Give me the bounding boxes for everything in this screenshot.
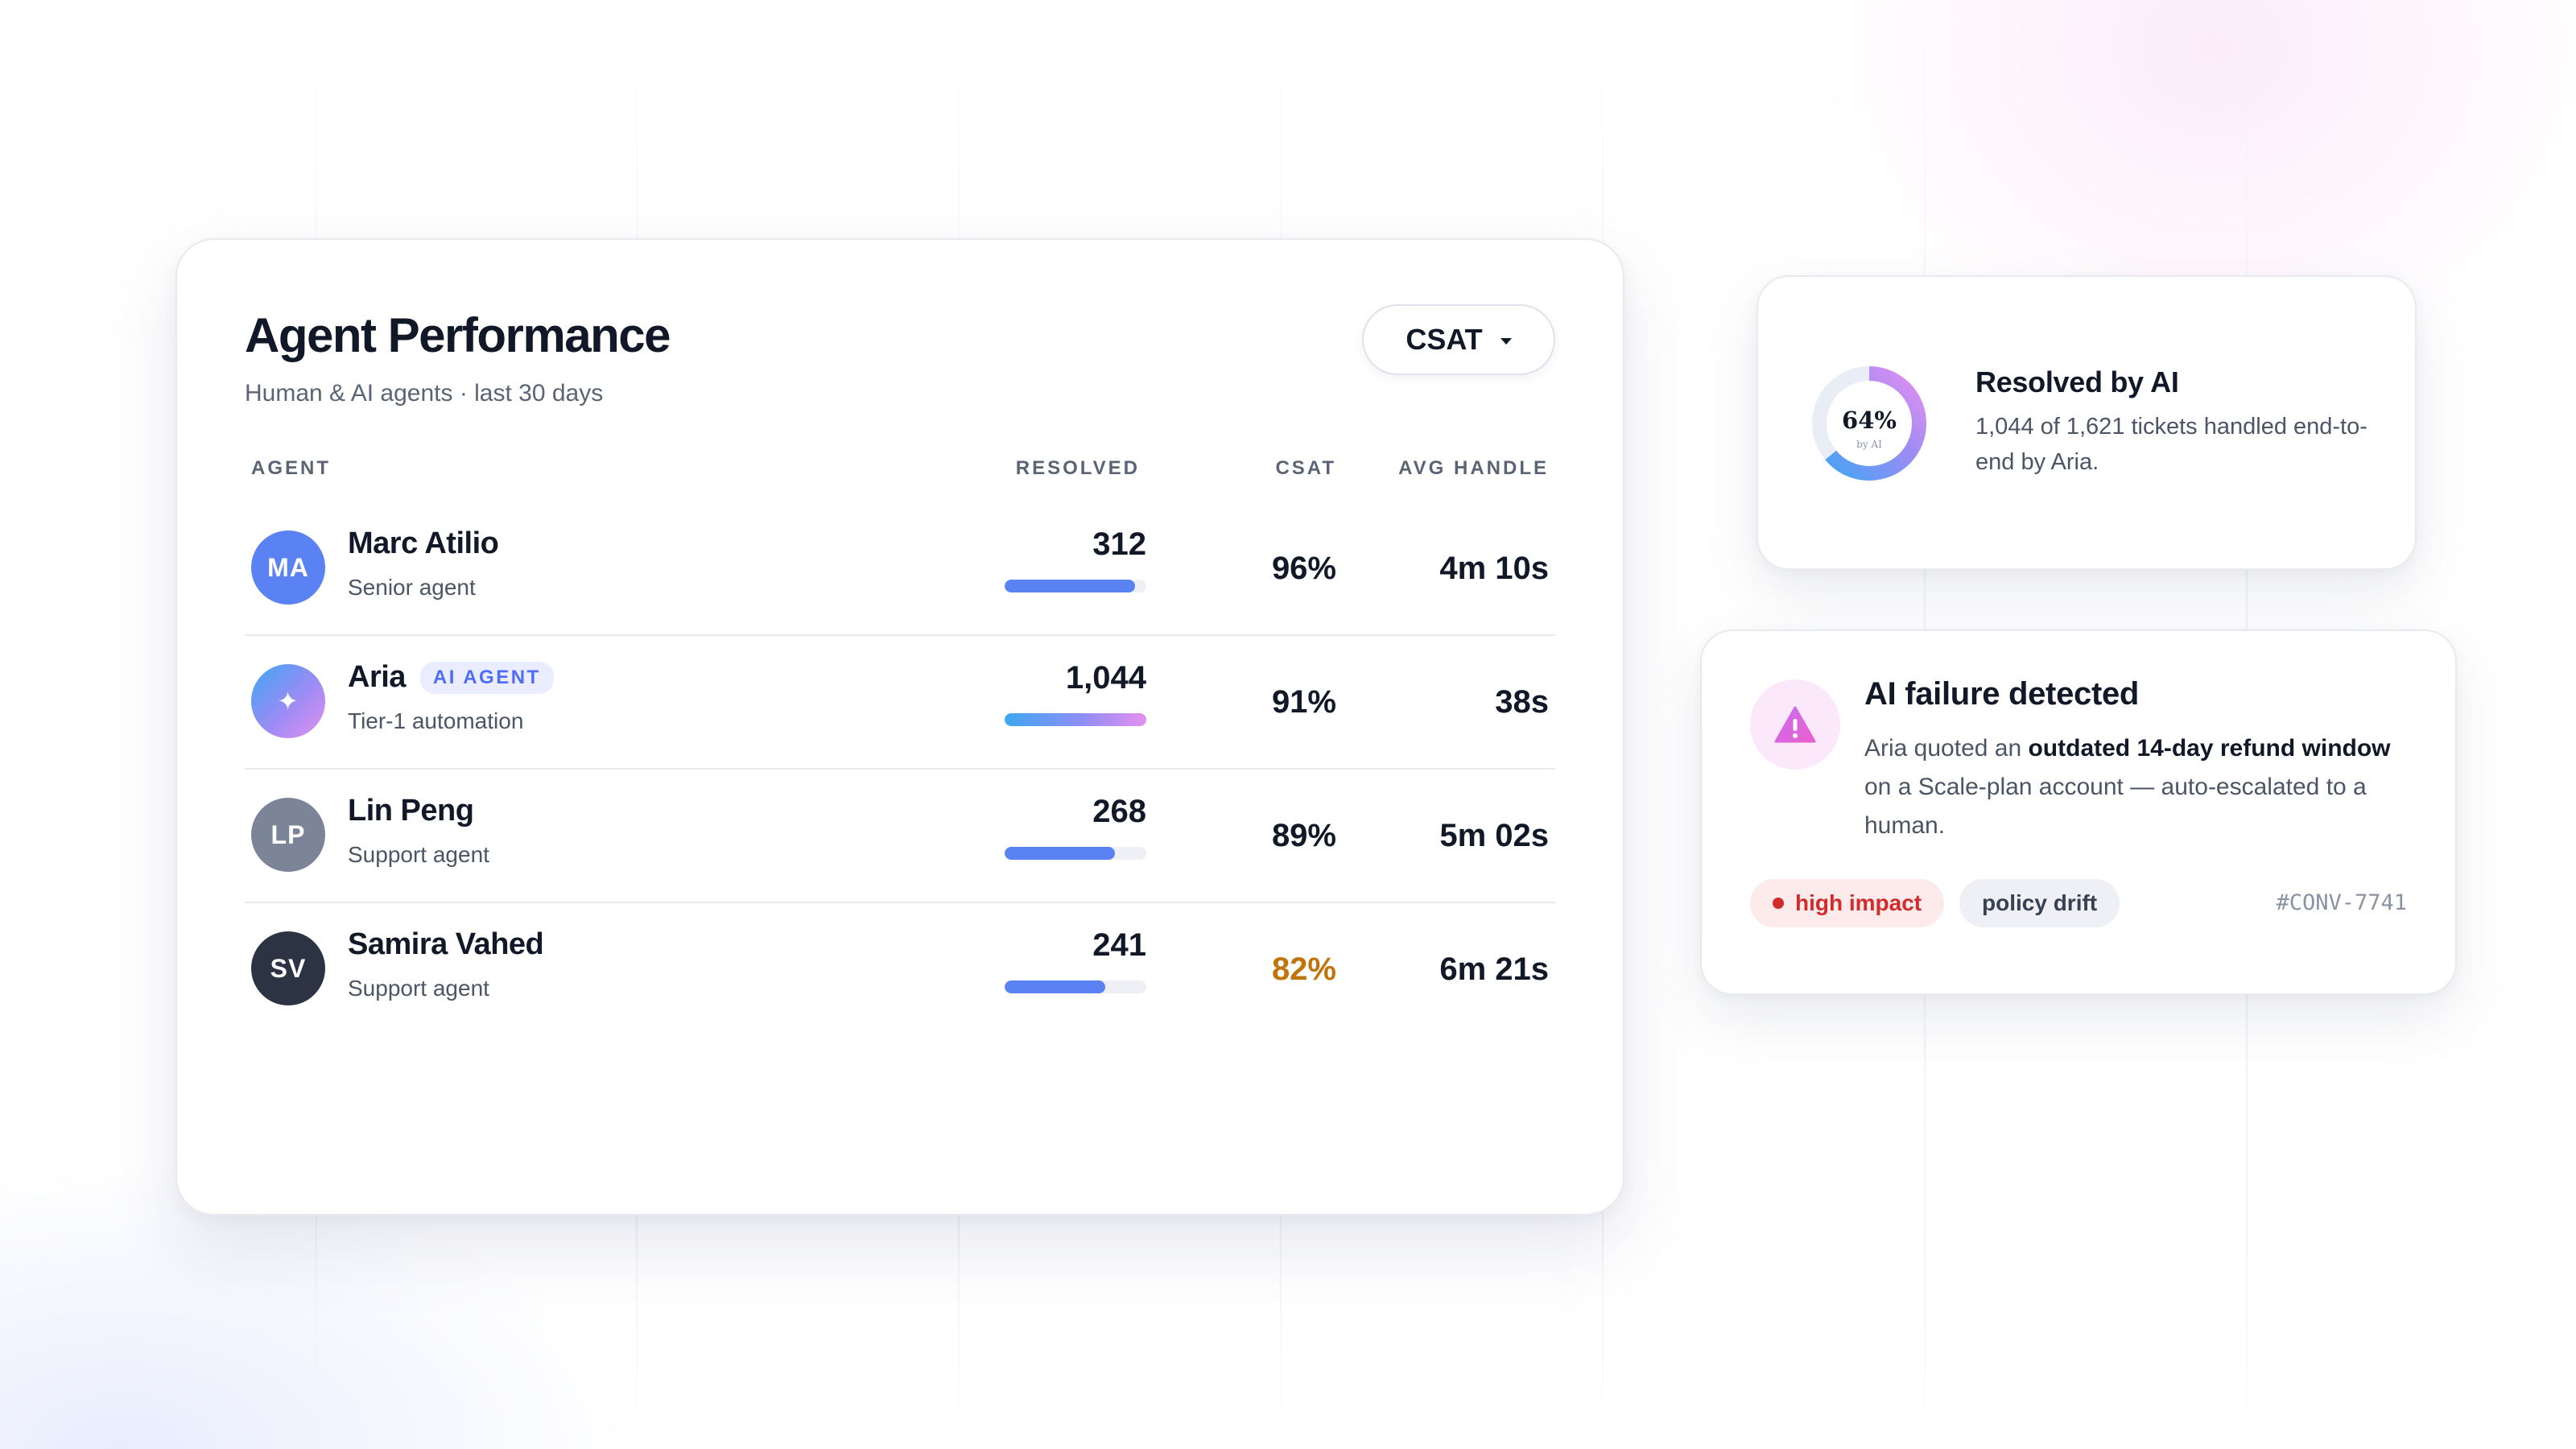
metric-dropdown[interactable]: CSAT: [1362, 304, 1555, 375]
high-impact-tag[interactable]: high impact: [1750, 879, 1945, 927]
ai-card-title: Resolved by AI: [1975, 365, 2179, 398]
agent-role: Senior agent: [348, 575, 476, 600]
high-impact-label: high impact: [1795, 890, 1922, 915]
conversation-id-link[interactable]: #CONV-7741: [2276, 890, 2407, 915]
avg-handle-value: 38s: [1495, 684, 1549, 720]
resolved-count: 1,044: [1065, 660, 1146, 696]
avatar: SV: [251, 931, 325, 1005]
status-dot-icon: [1773, 898, 1784, 909]
avatar: LP: [251, 798, 325, 872]
agent-role: Support agent: [348, 976, 489, 1001]
resolved-bar: [1005, 580, 1146, 592]
donut-caption: by AI: [1856, 439, 1882, 450]
chevron-down-icon: [1500, 338, 1512, 345]
agent-name: Samira Vahed: [348, 927, 544, 961]
resolved-bar: [1005, 713, 1146, 726]
policy-drift-tag[interactable]: policy drift: [1959, 879, 2120, 927]
csat-value: 91%: [1271, 684, 1336, 720]
resolved-bar: [1005, 980, 1146, 993]
ai-failure-card: AI failure detected Aria quoted an outda…: [1700, 630, 2457, 995]
card-subtitle: Human & AI agents · last 30 days: [245, 380, 604, 407]
failure-title: AI failure detected: [1864, 676, 2140, 712]
failure-description: Aria quoted an outdated 14-day refund wi…: [1864, 729, 2412, 845]
column-header-agent[interactable]: AGENT: [251, 457, 331, 479]
column-header-avg-handle[interactable]: AVG HANDLE: [1398, 457, 1549, 479]
resolved-bar-fill: [1005, 980, 1105, 993]
avg-handle-value: 6m 21s: [1439, 952, 1549, 987]
donut-arc: [1812, 366, 1926, 481]
csat-value: 96%: [1271, 551, 1336, 586]
resolved-bar: [1005, 847, 1146, 860]
agent-row-aria[interactable]: ✦ Aria AI AGENT Tier-1 automation 1,044 …: [245, 636, 1555, 770]
resolved-bar-fill: [1005, 847, 1116, 860]
agent-role: Support agent: [348, 842, 489, 867]
agent-row-lin-peng[interactable]: LP Lin Peng Support agent 268 89% 5m 02s: [245, 770, 1555, 903]
ai-card-body: 1,044 of 1,621 tickets handled end-to-en…: [1975, 414, 2368, 475]
resolved-by-ai-card: 64% by AI Resolved by AI 1,044 of 1,621 …: [1757, 275, 2417, 570]
agent-performance-card: Agent Performance Human & AI agents · la…: [175, 238, 1624, 1216]
avatar: MA: [251, 530, 325, 605]
resolved-bar-fill: [1005, 713, 1146, 726]
column-header-resolved[interactable]: RESOLVED: [1015, 457, 1140, 479]
csat-value: 82%: [1271, 952, 1336, 987]
donut-percent-label: 64%: [1842, 407, 1897, 434]
ai-agent-badge: AI AGENT: [419, 661, 554, 694]
resolved-count: 241: [1092, 927, 1146, 963]
avg-handle-value: 4m 10s: [1439, 551, 1549, 586]
metric-dropdown-value: CSAT: [1406, 323, 1483, 356]
resolved-count: 312: [1092, 526, 1146, 562]
ai-share-donut: 64% by AI: [1812, 366, 1926, 481]
failure-description-post: on a Scale-plan account — auto-escalated…: [1864, 774, 2367, 839]
agent-name: Lin Peng: [348, 794, 474, 828]
csat-value: 89%: [1271, 818, 1336, 853]
resolved-bar-fill: [1005, 580, 1135, 592]
sparkle-icon: ✦: [251, 664, 325, 738]
avg-handle-value: 5m 02s: [1439, 818, 1549, 853]
card-title: Agent Performance: [245, 308, 671, 362]
agent-name: Aria: [348, 660, 406, 694]
agent-role: Tier-1 automation: [348, 708, 524, 733]
agent-row-samira-vahed[interactable]: SV Samira Vahed Support agent 241 82% 6m…: [245, 903, 1555, 1037]
failure-description-pre: Aria quoted an: [1864, 735, 2029, 762]
agent-name: Marc Atilio: [348, 526, 499, 560]
warning-icon: [1750, 679, 1840, 770]
resolved-count: 268: [1092, 794, 1146, 829]
agent-row-marc-atilio[interactable]: MA Marc Atilio Senior agent 312 96% 4m 1…: [245, 502, 1555, 636]
failure-description-highlight: outdated 14-day refund window: [2028, 735, 2391, 762]
column-header-csat[interactable]: CSAT: [1275, 457, 1336, 479]
